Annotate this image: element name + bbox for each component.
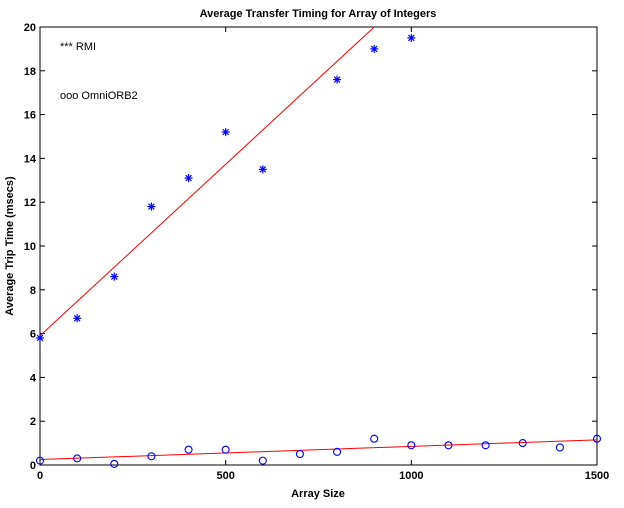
y-tick-label: 8 <box>30 285 36 297</box>
y-axis-title: Average Trip Time (msecs) <box>4 176 16 316</box>
y-tick-label: 2 <box>30 416 36 428</box>
data-point-omniorb2 <box>407 441 416 450</box>
data-point-rmi <box>221 128 230 137</box>
chart-title: Average Transfer Timing for Array of Int… <box>200 8 437 20</box>
data-point-rmi <box>407 33 416 42</box>
y-tick-label: 4 <box>30 372 37 384</box>
data-point-omniorb2 <box>592 434 602 443</box>
data-point-rmi <box>147 202 156 211</box>
y-tick-label: 14 <box>24 153 37 165</box>
x-tick-label: 0 <box>37 470 43 482</box>
x-axis: 0 500 1000 1500 <box>37 27 609 482</box>
y-tick-label: 20 <box>24 22 36 34</box>
plot-area <box>39 26 598 466</box>
x-tick-label: 1000 <box>399 470 423 482</box>
y-tick-label: 6 <box>30 329 36 341</box>
data-point-rmi <box>333 75 342 84</box>
x-tick-label: 1500 <box>585 470 609 482</box>
data-point-rmi <box>258 165 267 174</box>
legend-entry-rmi: *** RMI <box>60 41 96 53</box>
data-point-omniorb2 <box>555 443 564 452</box>
x-tick-label: 500 <box>216 470 234 482</box>
data-point-omniorb2 <box>333 447 342 456</box>
data-point-omniorb2 <box>258 456 267 465</box>
legend-entry-omniorb2: ooo OmniORB2 <box>60 90 138 102</box>
y-tick-label: 16 <box>24 110 36 122</box>
data-point-rmi <box>370 44 379 53</box>
data-points <box>35 33 602 468</box>
x-axis-title: Array Size <box>291 488 345 500</box>
fit-line-omniorb2 <box>39 439 598 461</box>
y-tick-label: 18 <box>24 66 36 78</box>
data-point-rmi <box>73 314 82 323</box>
data-point-omniorb2 <box>147 452 156 461</box>
data-point-rmi <box>36 333 44 342</box>
fit-line-rmi <box>39 26 375 337</box>
data-point-omniorb2 <box>444 441 453 450</box>
data-point-omniorb2 <box>295 449 304 459</box>
data-point-omniorb2 <box>73 454 82 463</box>
y-axis: 0 2 4 6 8 10 12 14 16 18 20 <box>24 22 597 472</box>
data-point-omniorb2 <box>221 445 230 454</box>
data-point-rmi <box>184 174 193 183</box>
data-point-omniorb2 <box>370 434 379 443</box>
data-point-omniorb2 <box>35 456 45 465</box>
data-point-omniorb2 <box>184 445 193 454</box>
data-point-rmi <box>110 272 119 281</box>
y-tick-label: 10 <box>24 241 36 253</box>
legend: *** RMI ooo OmniORB2 <box>60 41 138 102</box>
y-tick-label: 12 <box>24 197 36 209</box>
y-tick-label: 0 <box>30 460 36 472</box>
fit-lines <box>39 26 598 461</box>
data-point-omniorb2 <box>481 441 490 450</box>
data-point-omniorb2 <box>110 459 119 468</box>
data-point-omniorb2 <box>518 439 527 448</box>
